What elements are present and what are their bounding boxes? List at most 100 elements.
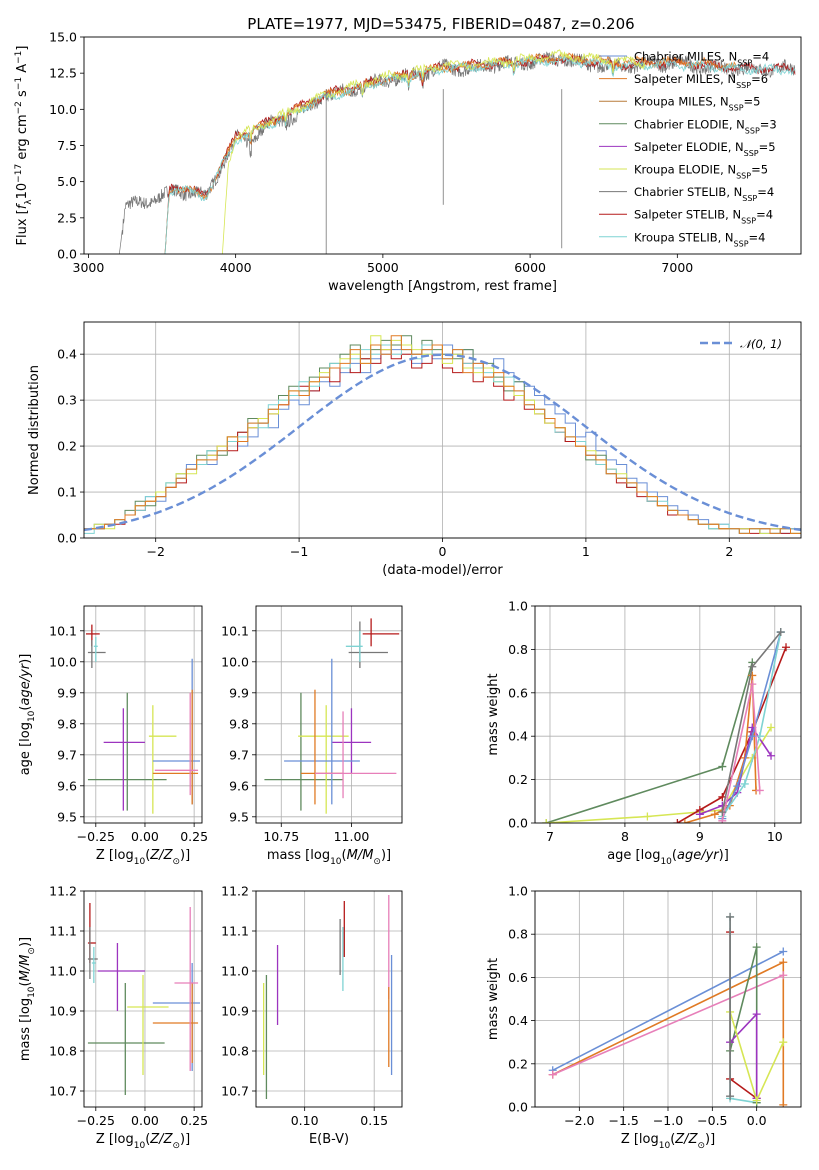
y-tick-label: 0.6 (508, 970, 528, 985)
y-tick-label: 0.6 (508, 685, 528, 700)
y-tick-label: 11.2 (221, 884, 249, 899)
y-tick-label: 10.9 (221, 1004, 249, 1019)
axes-frame (255, 605, 403, 824)
weight-marker (673, 819, 682, 823)
weight-marker (726, 912, 735, 921)
legend-label: Salpeter STELIB, NSSP=4 (634, 208, 773, 226)
y-tick-label: 1.0 (508, 884, 528, 899)
y-tick-label: 9.9 (57, 685, 77, 700)
x-tick-label: −2 (146, 544, 164, 559)
weight-marker (680, 819, 689, 823)
weight-marker (779, 947, 788, 956)
weight-marker (643, 812, 652, 821)
x-tick-label: 10.75 (263, 829, 299, 844)
weight-marker (776, 628, 785, 637)
weight-line (721, 631, 782, 817)
x-tick-label: 1 (582, 544, 590, 559)
x-tick-label: 7000 (661, 260, 693, 275)
y-tick-label: 0.8 (508, 642, 528, 657)
x-tick-label: 10 (767, 829, 783, 844)
spectrum-line-kroupa-elodie (222, 49, 646, 254)
x-axis-label: Z [log10(Z/Z⊙)] (621, 1132, 715, 1151)
y-tick-label: 10.8 (49, 1044, 77, 1059)
plot-area (264, 618, 400, 814)
x-tick-label: 0.25 (180, 829, 208, 844)
y-tick-label: 11.0 (49, 964, 77, 979)
y-tick-label: 0.4 (508, 729, 528, 744)
legend-label: Salpeter ELODIE, NSSP=5 (634, 140, 776, 158)
y-tick-label: 10.9 (49, 1004, 77, 1019)
x-tick-label: 4000 (220, 260, 252, 275)
y-tick-label: 0.2 (508, 772, 528, 787)
weight-marker (548, 1070, 557, 1079)
x-tick-label: 5000 (367, 260, 399, 275)
x-tick-label: 0.00 (131, 1113, 159, 1128)
legend-label: Kroupa ELODIE, NSSP=5 (634, 163, 768, 181)
plot-area (542, 628, 791, 823)
weight-marker (779, 1038, 788, 1047)
y-tick-label: 11.0 (221, 964, 249, 979)
legend-label: Chabrier MILES, NSSP=4 (634, 50, 769, 68)
x-tick-label: −0.25 (77, 1113, 115, 1128)
plot-area (118, 49, 796, 254)
axes-frame (534, 605, 802, 824)
y-tick-label: 10.1 (49, 623, 77, 638)
weight-marker (748, 662, 757, 671)
weight-marker (718, 808, 727, 817)
y-tick-label: 5.0 (57, 174, 77, 189)
y-tick-label: 11.1 (221, 924, 249, 939)
y-tick-label: 9.9 (229, 685, 249, 700)
plot-area (262, 895, 393, 1099)
residual-histogram-panel: −2 −1 0 1 2 0.0 0.1 0.2 0.3 0.4 (data-model)/error… (27, 321, 802, 578)
x-axis-label: Z [log10(Z/Z⊙)] (96, 848, 190, 867)
x-tick-label: 7 (546, 829, 554, 844)
weight-marker (710, 810, 719, 819)
y-tick-label: 0.2 (508, 1056, 528, 1071)
age-vs-metallicity-panel: −0.25 0.00 0.25 9.5 9.6 9.7 9.8 9.9 10.0 10.1 Z [l… (18, 605, 208, 867)
weight-marker (733, 782, 742, 791)
x-tick-label: 11.00 (334, 829, 370, 844)
weight-marker (755, 786, 764, 795)
y-axis-label: mass weight (486, 673, 501, 755)
weight-marker (718, 762, 727, 771)
y-tick-label: 15.0 (49, 30, 77, 45)
figure-title: PLATE=1977, MJD=53475, FIBERID=0487, z=0… (247, 15, 634, 33)
x-axis-label: E(B-V) (309, 1132, 349, 1147)
spectrum-panel: 3000 4000 5000 6000 7000 0.0 2.5 5.0 7.5 10.0 12.5… (14, 30, 802, 294)
y-axis-label: age [log10(age/yr)] (18, 654, 37, 776)
x-tick-label: −1.0 (653, 1113, 683, 1128)
weight-line (552, 950, 784, 1072)
y-tick-label: 9.5 (229, 809, 249, 824)
y-axis-label: Flux [fλ10−17 erg cm−2 s−1 A−1] (14, 46, 34, 246)
x-tick-label: 0 (439, 544, 447, 559)
axes-frame (83, 890, 203, 1108)
plot-area (87, 903, 201, 1095)
y-tick-label: 10.1 (221, 623, 249, 638)
x-tick-label: 6000 (514, 260, 546, 275)
y-tick-label: 0.1 (57, 485, 77, 500)
x-tick-label: 0.00 (131, 829, 159, 844)
x-axis-label: wavelength [Angstrom, rest frame] (328, 279, 557, 294)
axes-frame (83, 321, 802, 539)
age-vs-mass-panel: 10.75 11.00 9.5 9.6 9.7 9.8 9.9 10.0 10.1 mass [l… (221, 605, 403, 867)
y-tick-label: 9.5 (57, 809, 77, 824)
weight-marker (779, 971, 788, 980)
spectrum-line-salpeter-miles (164, 52, 737, 254)
weight-marker (748, 732, 757, 741)
y-tick-label: 0.4 (57, 347, 77, 362)
x-axis-label: mass [log10(M/M⊙)] (267, 848, 391, 867)
histogram-salpeter-miles (84, 335, 801, 534)
weight-marker (740, 779, 749, 788)
y-tick-label: 10.7 (49, 1084, 77, 1099)
legend-label: Kroupa STELIB, NSSP=4 (634, 230, 765, 248)
legend-label: Chabrier ELODIE, NSSP=3 (634, 117, 777, 135)
y-tick-label: 0.8 (508, 927, 528, 942)
plot-area (85, 624, 201, 814)
weight-marker (752, 1096, 761, 1105)
y-tick-label: 10.7 (221, 1084, 249, 1099)
spectrum-line-kroupa-stelib (164, 55, 796, 254)
x-tick-label: −0.5 (697, 1113, 727, 1128)
y-tick-label: 0.0 (57, 247, 77, 262)
mass-vs-metallicity-panel: −0.25 0.00 0.25 10.7 10.8 10.9 11.0 11.1 11.2 Z [… (18, 884, 208, 1152)
x-tick-label: 2 (725, 544, 733, 559)
